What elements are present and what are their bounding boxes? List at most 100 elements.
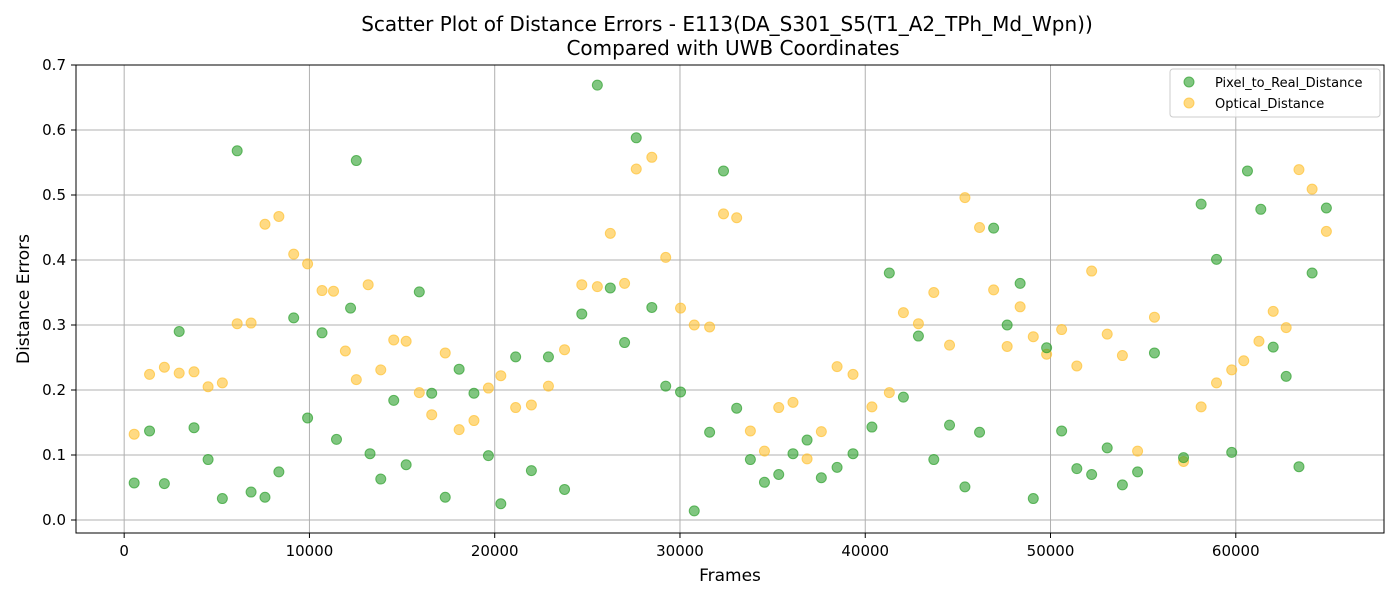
pixel-to-real-point bbox=[619, 337, 631, 349]
pixel-to-real-point bbox=[1071, 463, 1083, 475]
optical-point bbox=[362, 279, 374, 291]
x-tick-label: 30000 bbox=[656, 542, 704, 560]
optical-point bbox=[216, 377, 228, 389]
optical-point bbox=[482, 382, 494, 394]
optical-point bbox=[273, 210, 285, 222]
pixel-to-real-point bbox=[202, 454, 214, 466]
pixel-to-real-point bbox=[345, 302, 357, 314]
pixel-to-real-point bbox=[704, 426, 716, 438]
pixel-to-real-point bbox=[482, 450, 494, 462]
optical-point bbox=[426, 409, 438, 421]
pixel-to-real-point bbox=[576, 308, 588, 320]
pixel-to-real-point bbox=[559, 483, 571, 495]
optical-point bbox=[158, 361, 170, 373]
optical-point bbox=[1253, 335, 1265, 347]
optical-point bbox=[660, 251, 672, 263]
optical-point bbox=[988, 284, 1000, 296]
legend-label-optical: Optical_Distance bbox=[1215, 97, 1324, 112]
pixel-to-real-point bbox=[1132, 466, 1144, 478]
pixel-to-real-point bbox=[495, 498, 507, 510]
pixel-to-real-point bbox=[231, 145, 243, 157]
pixel-to-real-point bbox=[259, 491, 271, 503]
optical-point bbox=[1001, 340, 1013, 352]
pixel-to-real-point bbox=[1101, 442, 1113, 454]
pixel-to-real-point bbox=[413, 286, 425, 298]
pixel-to-real-point bbox=[646, 301, 658, 313]
pixel-to-real-point bbox=[675, 386, 687, 398]
optical-point bbox=[815, 426, 827, 438]
pixel-to-real-point bbox=[1255, 203, 1267, 215]
pixel-to-real-point bbox=[944, 419, 956, 431]
optical-point bbox=[944, 339, 956, 351]
optical-point bbox=[468, 415, 480, 427]
pixel-to-real-point bbox=[350, 155, 362, 167]
optical-point bbox=[831, 361, 843, 373]
x-tick-label: 60000 bbox=[1212, 542, 1260, 560]
pixel-to-real-point bbox=[688, 505, 700, 517]
pixel-to-real-point bbox=[173, 326, 185, 337]
optical-point bbox=[1293, 164, 1305, 176]
optical-point bbox=[912, 318, 924, 330]
optical-point bbox=[259, 218, 271, 230]
optical-point bbox=[646, 151, 658, 163]
pixel-to-real-point bbox=[1027, 493, 1039, 505]
pixel-to-real-point bbox=[510, 351, 522, 363]
optical-point bbox=[495, 370, 507, 382]
optical-point bbox=[883, 387, 895, 399]
y-tick-label: 0.0 bbox=[42, 511, 66, 529]
optical-point bbox=[773, 402, 785, 414]
legend: Pixel_to_Real_Distance Optical_Distance bbox=[1169, 68, 1381, 118]
optical-point bbox=[439, 347, 451, 359]
optical-point bbox=[1306, 183, 1318, 195]
y-tick-label: 0.1 bbox=[42, 446, 66, 464]
pixel-to-real-point bbox=[1306, 267, 1318, 279]
optical-point bbox=[302, 258, 314, 270]
optical-point bbox=[1195, 401, 1207, 413]
optical-point bbox=[173, 367, 185, 379]
x-tick-label: 50000 bbox=[1027, 542, 1075, 560]
plot-frame bbox=[75, 64, 1385, 534]
pixel-to-real-point bbox=[744, 454, 756, 466]
pixel-to-real-point bbox=[1148, 347, 1160, 359]
pixel-to-real-point bbox=[388, 394, 400, 406]
pixel-to-real-point bbox=[316, 327, 328, 339]
legend-marker-pixel-to-real bbox=[1183, 76, 1195, 88]
optical-point bbox=[453, 424, 465, 436]
pixel-to-real-point bbox=[542, 351, 554, 363]
pixel-to-real-point bbox=[330, 433, 342, 445]
y-tick-label: 0.7 bbox=[42, 56, 66, 74]
pixel-to-real-point bbox=[302, 412, 314, 424]
optical-point bbox=[866, 401, 878, 413]
optical-point bbox=[688, 319, 700, 331]
optical-point bbox=[413, 387, 425, 399]
pixel-to-real-point bbox=[426, 387, 438, 399]
optical-point bbox=[542, 380, 554, 392]
optical-point bbox=[1211, 377, 1223, 389]
optical-point bbox=[231, 318, 243, 330]
optical-point bbox=[959, 192, 971, 204]
optical-point bbox=[619, 277, 631, 289]
optical-point bbox=[328, 285, 340, 297]
pixel-to-real-point bbox=[1116, 479, 1128, 491]
pixel-to-real-point bbox=[1056, 425, 1068, 437]
optical-point bbox=[1148, 311, 1160, 323]
optical-point bbox=[704, 321, 716, 333]
optical-point bbox=[928, 287, 940, 298]
pixel-to-real-point bbox=[128, 477, 140, 489]
optical-point bbox=[559, 344, 571, 356]
pixel-to-real-point bbox=[591, 79, 603, 91]
pixel-to-real-point bbox=[1241, 165, 1253, 177]
pixel-to-real-point bbox=[801, 434, 813, 446]
pixel-to-real-point bbox=[1267, 341, 1279, 353]
pixel-to-real-point bbox=[439, 491, 451, 503]
optical-point bbox=[758, 445, 770, 457]
optical-point bbox=[604, 227, 616, 239]
pixel-to-real-point bbox=[883, 267, 895, 279]
optical-point bbox=[144, 368, 156, 380]
y-tick-label: 0.4 bbox=[42, 251, 66, 269]
optical-point bbox=[630, 163, 642, 175]
optical-point bbox=[1267, 305, 1279, 317]
pixel-to-real-point bbox=[912, 330, 924, 342]
pixel-to-real-point bbox=[364, 448, 376, 460]
pixel-to-real-point bbox=[288, 312, 300, 324]
